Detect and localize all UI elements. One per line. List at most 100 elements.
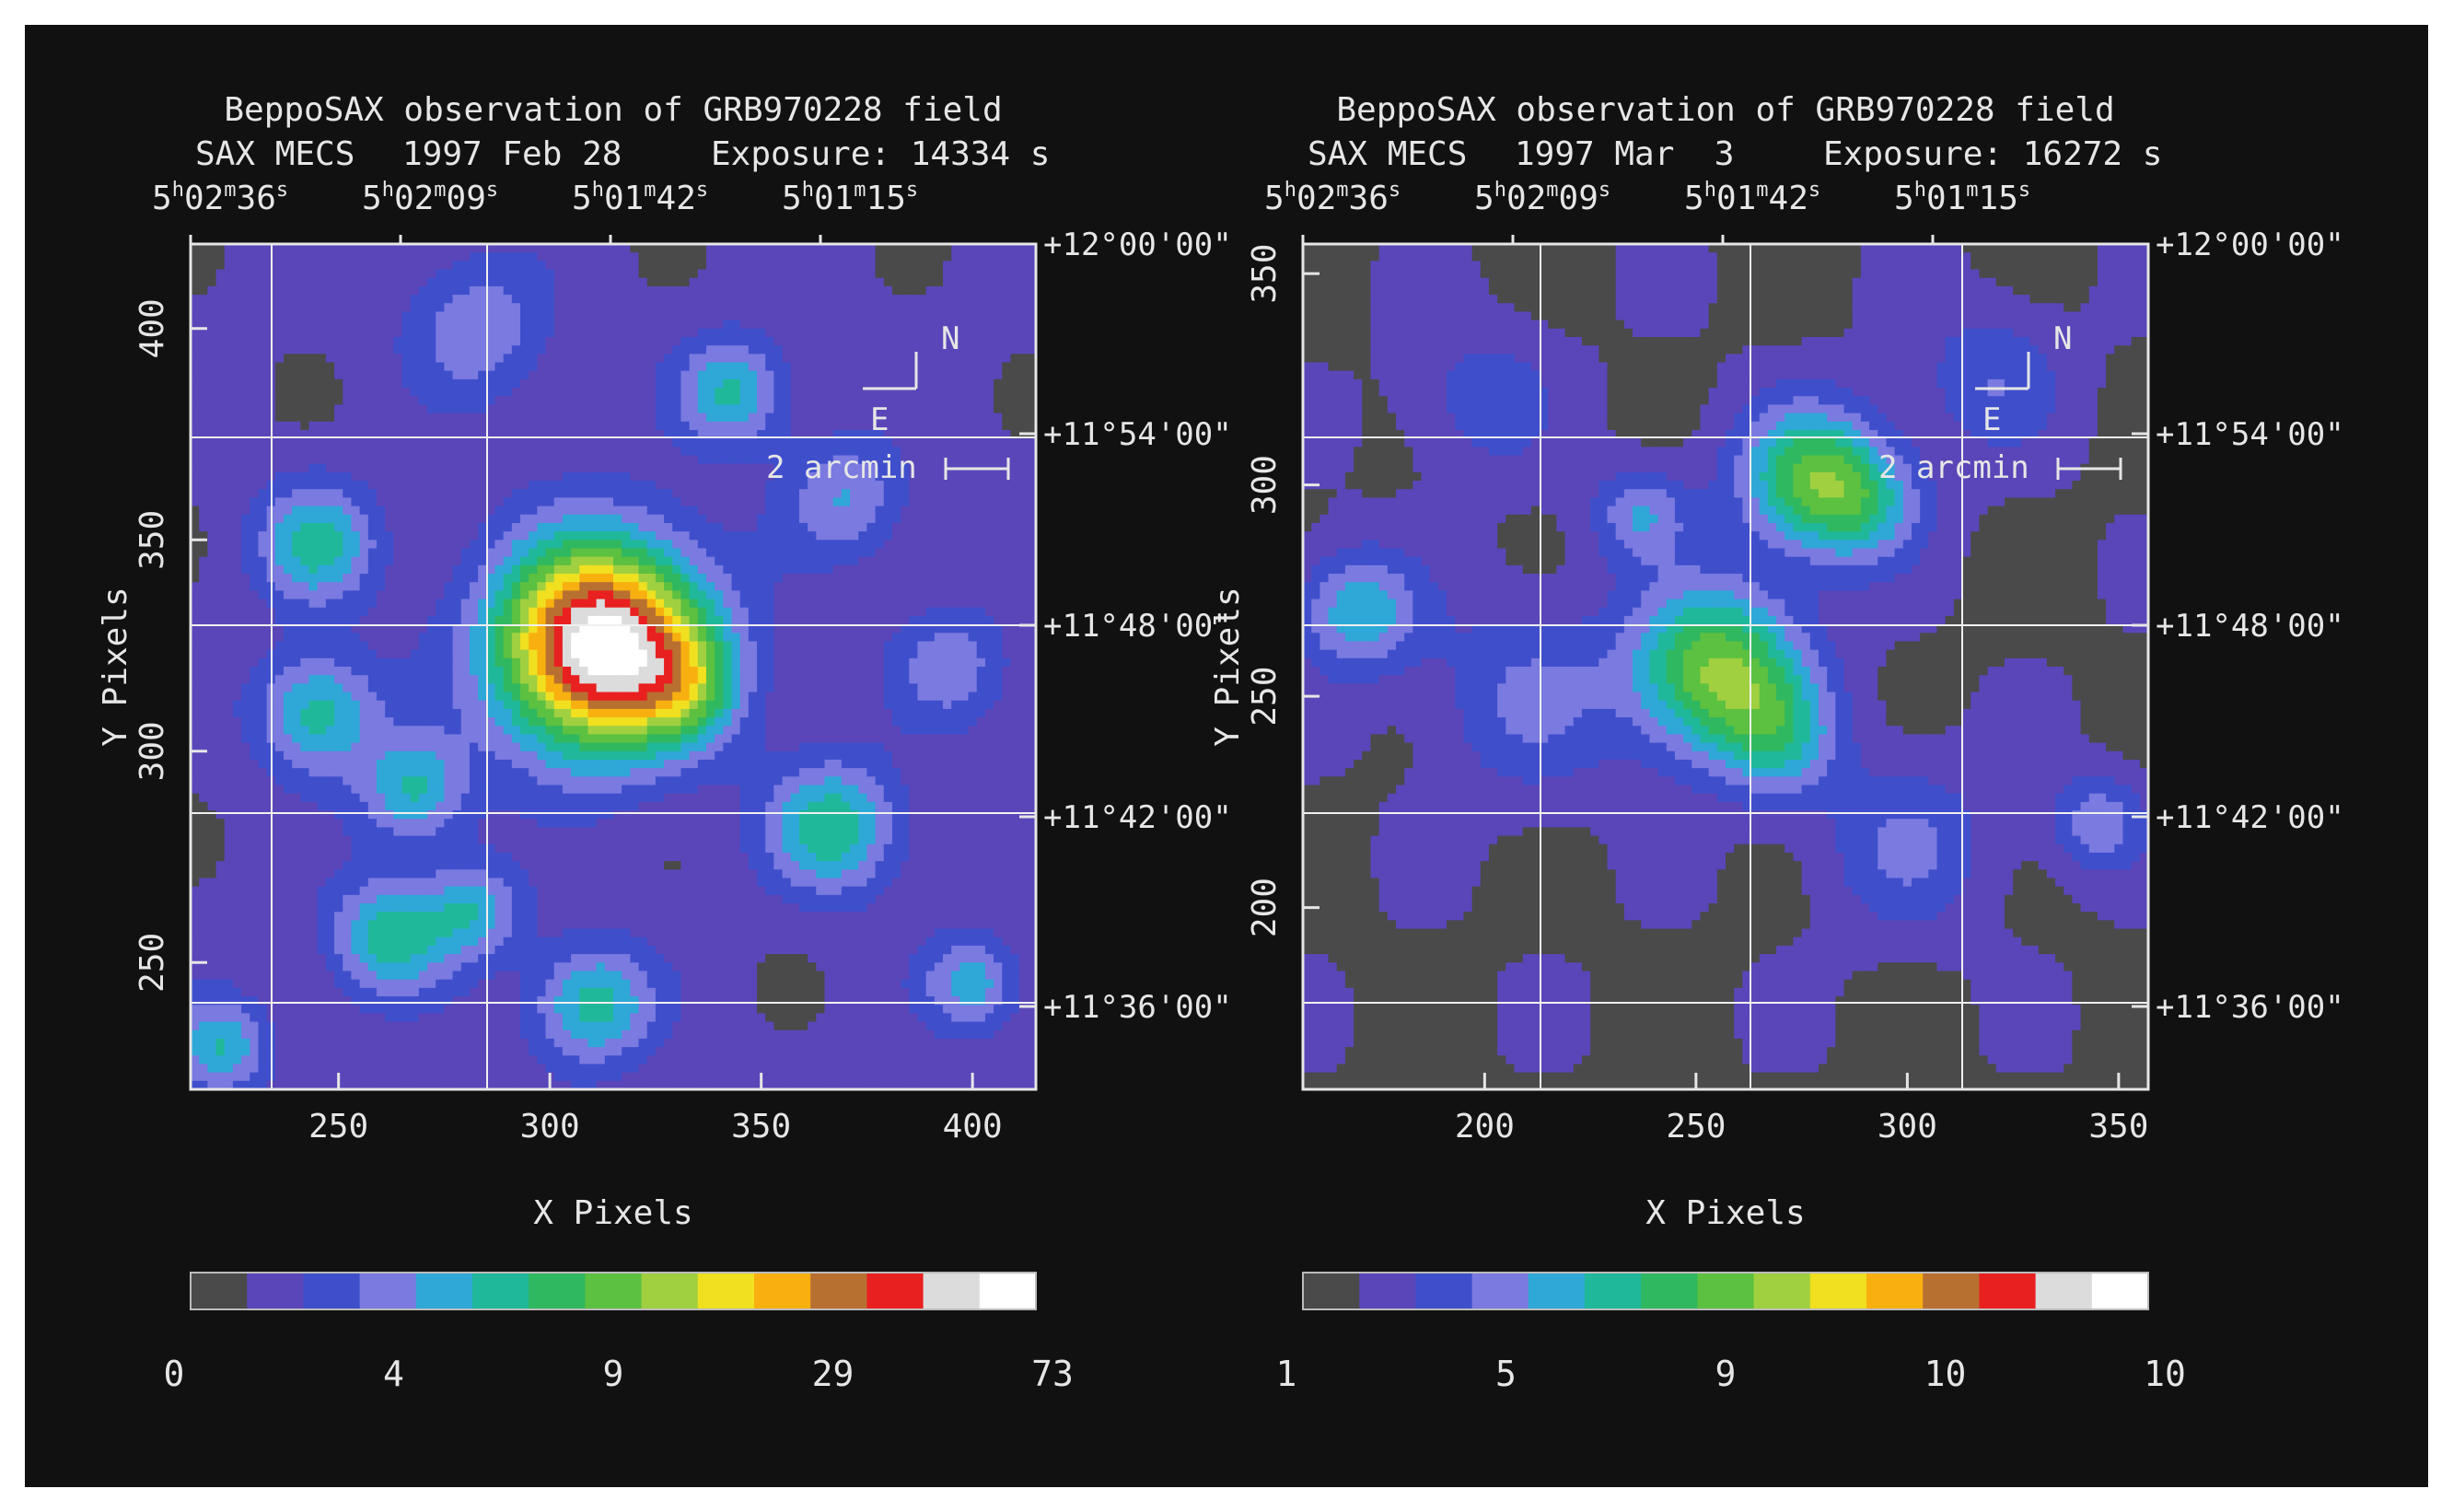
heatmap-cell	[274, 421, 285, 431]
heatmap-cell	[343, 345, 353, 355]
heatmap-cell	[630, 429, 640, 439]
heatmap-cell	[1018, 438, 1029, 448]
heatmap-cell	[385, 354, 394, 364]
heatmap-cell	[444, 438, 454, 448]
heatmap-cell	[1027, 582, 1036, 591]
heatmap-cell	[1018, 615, 1029, 625]
heatmap-cell	[325, 252, 335, 262]
heatmap-cell	[436, 378, 445, 389]
heatmap-cell	[816, 497, 826, 507]
heatmap-cell	[199, 345, 208, 355]
heatmap-cell	[723, 506, 733, 516]
heatmap-cell	[469, 615, 479, 625]
heatmap-cell	[562, 463, 572, 473]
heatmap-cell	[469, 285, 479, 296]
heatmap-cell	[300, 404, 310, 414]
heatmap-cell	[503, 244, 513, 253]
heatmap-cell	[917, 378, 927, 389]
heatmap-cell	[283, 615, 293, 625]
heatmap-cell	[765, 471, 775, 482]
heatmap-cell	[359, 649, 369, 659]
heatmap-cell	[503, 345, 513, 355]
heatmap-cell	[622, 590, 631, 600]
heatmap-cell	[300, 429, 310, 439]
heatmap-cell	[274, 396, 285, 406]
heatmap-cell	[1002, 590, 1012, 600]
heatmap-cell	[689, 599, 699, 609]
heatmap-cell	[891, 328, 901, 338]
heatmap-cell	[503, 378, 513, 389]
heatmap-cell	[951, 277, 960, 287]
heatmap-cell	[283, 548, 293, 558]
heatmap-cell	[427, 514, 436, 524]
heatmap-cell	[241, 649, 250, 659]
heatmap-cell	[232, 506, 242, 516]
heatmap-cell	[723, 633, 733, 643]
heatmap-cell	[646, 463, 657, 473]
heatmap-cell	[976, 438, 986, 448]
heatmap-cell	[486, 471, 496, 482]
heatmap-cell	[816, 641, 826, 651]
heatmap-cell	[529, 564, 538, 575]
heatmap-cell	[562, 277, 572, 287]
heatmap-cell	[545, 548, 555, 558]
heatmap-cell	[705, 463, 715, 473]
heatmap-cell	[925, 285, 936, 296]
heatmap-cell	[452, 404, 462, 414]
heatmap-cell	[959, 624, 970, 634]
heatmap-cell	[1027, 311, 1036, 321]
heatmap-cell	[883, 548, 893, 558]
heatmap-cell	[436, 633, 445, 643]
heatmap-cell	[841, 277, 851, 287]
heatmap-cell	[715, 548, 724, 558]
heatmap-cell	[224, 370, 234, 380]
heatmap-cell	[832, 311, 843, 321]
heatmap-cell	[562, 303, 572, 313]
heatmap-cell	[925, 413, 936, 423]
heatmap-cell	[808, 607, 817, 617]
heatmap-cell	[604, 404, 614, 414]
heatmap-cell	[199, 336, 208, 346]
heatmap-cell	[334, 564, 343, 575]
heatmap-cell	[604, 607, 614, 617]
heatmap-cell	[478, 303, 487, 313]
heatmap-cell	[875, 590, 885, 600]
heatmap-cell	[393, 590, 403, 600]
heatmap-cell	[334, 633, 343, 643]
heatmap-cell	[410, 362, 420, 372]
heatmap-cell	[622, 582, 631, 591]
heatmap-cell	[604, 396, 614, 406]
heatmap-cell	[427, 590, 436, 600]
heatmap-cell	[385, 489, 394, 498]
heatmap-cell	[351, 277, 361, 287]
heatmap-cell	[655, 615, 665, 625]
heatmap-cell	[705, 497, 715, 507]
heatmap-cell	[748, 320, 758, 330]
heatmap-cell	[723, 345, 733, 355]
heatmap-cell	[984, 590, 994, 600]
heatmap-cell	[343, 244, 353, 253]
heatmap-cell	[672, 244, 682, 253]
heatmap-cell	[401, 514, 412, 524]
heatmap-cell	[994, 514, 1003, 524]
heatmap-cell	[1002, 295, 1012, 304]
heatmap-cell	[571, 574, 580, 583]
heatmap-cell	[503, 649, 513, 659]
heatmap-cell	[520, 328, 529, 338]
heatmap-cell	[537, 564, 547, 575]
heatmap-cell	[883, 540, 893, 550]
heatmap-cell	[850, 438, 859, 448]
heatmap-cell	[689, 244, 699, 253]
heatmap-cell	[224, 252, 234, 262]
heatmap-cell	[367, 277, 378, 287]
heatmap-cell	[478, 388, 487, 397]
heatmap-cell	[1010, 540, 1020, 550]
heatmap-cell	[232, 421, 242, 431]
heatmap-cell	[224, 328, 234, 338]
heatmap-cell	[232, 489, 242, 498]
heatmap-cell	[258, 378, 268, 389]
heatmap-cell	[308, 354, 319, 364]
heatmap-cell	[418, 522, 428, 532]
heatmap-cell	[858, 540, 867, 550]
heatmap-cell	[300, 252, 310, 262]
